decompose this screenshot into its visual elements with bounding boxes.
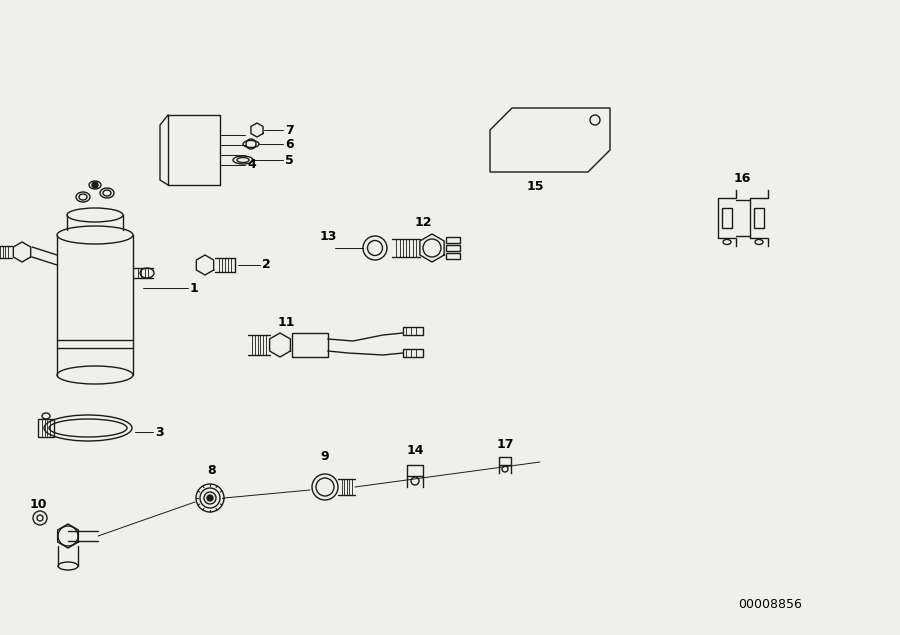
- Text: 3: 3: [155, 425, 164, 439]
- Circle shape: [92, 182, 98, 188]
- Text: 17: 17: [496, 439, 514, 451]
- Bar: [403, 327, 423, 335]
- Text: 1: 1: [190, 281, 199, 295]
- Text: 5: 5: [285, 154, 293, 166]
- Bar: [446, 253, 460, 259]
- Text: 8: 8: [208, 464, 216, 476]
- Text: 10: 10: [30, 497, 48, 511]
- Bar: [722, 208, 732, 228]
- Text: 00008856: 00008856: [738, 598, 802, 610]
- Circle shape: [207, 495, 213, 501]
- Text: 11: 11: [278, 316, 295, 330]
- Bar: [754, 208, 764, 228]
- Text: 7: 7: [285, 123, 293, 137]
- Text: 6: 6: [285, 138, 293, 150]
- Text: 12: 12: [415, 215, 433, 229]
- Text: 4: 4: [247, 159, 256, 171]
- Bar: [446, 237, 460, 243]
- Text: 2: 2: [262, 258, 271, 272]
- Bar: [292, 333, 328, 357]
- Text: 15: 15: [526, 180, 544, 192]
- Text: 9: 9: [320, 450, 329, 464]
- Text: 14: 14: [406, 444, 424, 457]
- Text: 16: 16: [734, 171, 751, 185]
- Text: 13: 13: [320, 229, 338, 243]
- Bar: [403, 349, 423, 357]
- Bar: [38, 419, 54, 437]
- Bar: [446, 245, 460, 251]
